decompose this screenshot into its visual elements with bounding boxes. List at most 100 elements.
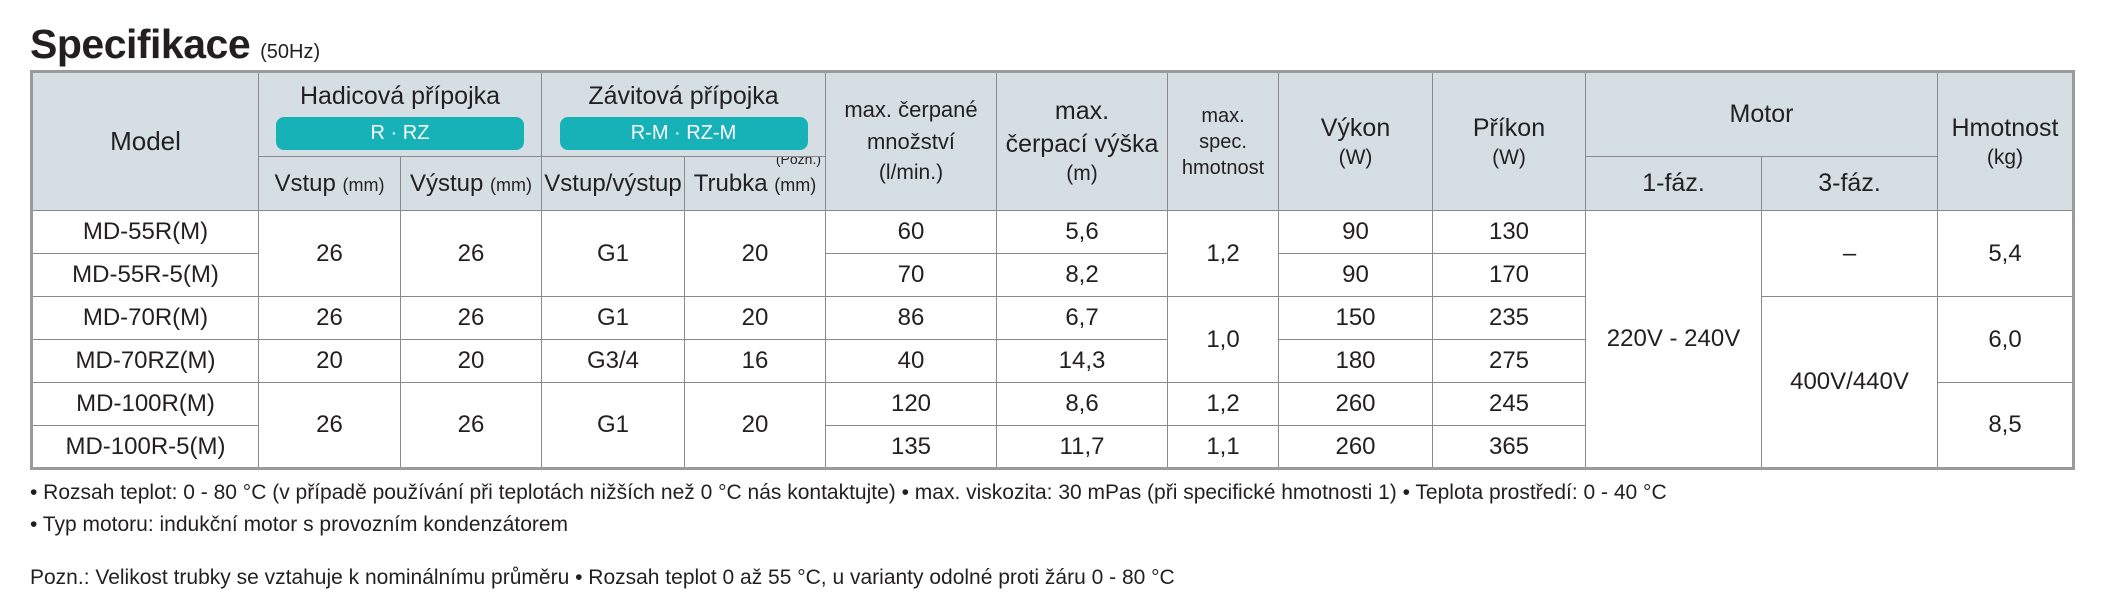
header-weight: Hmotnost (kg) bbox=[1937, 71, 2074, 211]
specific-gravity-cell: 1,1 bbox=[1167, 425, 1279, 469]
flow-cell: 86 bbox=[825, 296, 997, 340]
header-inlet: Vstup (mm) bbox=[258, 156, 401, 211]
outlet-cell: 26 bbox=[400, 210, 542, 297]
header-output-power: Výkon (W) bbox=[1278, 71, 1433, 211]
table-row: MD-55R(M) 26 26 G1 20 60 5,6 1,2 90 130 … bbox=[31, 210, 2074, 469]
outlet-cell: 26 bbox=[400, 296, 542, 340]
inlet-outlet-cell: G1 bbox=[541, 210, 685, 297]
flow-cell: 70 bbox=[825, 253, 997, 297]
header-input-power: Příkon (W) bbox=[1432, 71, 1586, 211]
frequency-subtitle: (50Hz) bbox=[260, 41, 321, 63]
hose-model-badge: R · RZ bbox=[276, 116, 524, 150]
output-power-label: Výkon bbox=[1320, 113, 1391, 142]
output-power-unit: (W) bbox=[1338, 146, 1373, 170]
inlet-cell: 26 bbox=[258, 296, 401, 340]
sg-line1: max. bbox=[1201, 104, 1245, 127]
weight-cell: 5,4 bbox=[1937, 210, 2074, 297]
footnote-motor-type: • Typ motoru: indukční motor s provozním… bbox=[30, 513, 569, 536]
head-cell: 11,7 bbox=[996, 425, 1168, 469]
model-cell: MD-70RZ(M) bbox=[31, 339, 259, 383]
outlet-unit: (mm) bbox=[490, 174, 533, 195]
weight-cell: 8,5 bbox=[1937, 382, 2074, 469]
inlet-outlet-cell: G1 bbox=[541, 382, 685, 469]
inlet-cell: 20 bbox=[258, 339, 401, 383]
header-outlet: Výstup (mm) bbox=[400, 156, 542, 211]
output-power-cell: 90 bbox=[1278, 253, 1433, 297]
pipe-heading: (Pozn.) Trubka (mm) bbox=[686, 158, 825, 197]
output-power-cell: 90 bbox=[1278, 210, 1433, 254]
pipe-cell: 20 bbox=[684, 296, 826, 340]
header-thread-connection: Závitová přípojka R-M · RZ-M bbox=[541, 71, 826, 157]
head-cell: 8,6 bbox=[996, 382, 1168, 426]
output-power-cell: 150 bbox=[1278, 296, 1433, 340]
outlet-cell: 26 bbox=[400, 382, 542, 469]
max-head-unit: (m) bbox=[1066, 162, 1098, 186]
output-power-cell: 180 bbox=[1278, 339, 1433, 383]
header-max-flow: max. čerpané množství (l/min.) bbox=[825, 71, 997, 211]
inlet-outlet-cell: G1 bbox=[541, 296, 685, 340]
input-power-cell: 170 bbox=[1432, 253, 1586, 297]
flow-cell: 40 bbox=[825, 339, 997, 383]
input-power-cell: 275 bbox=[1432, 339, 1586, 383]
header-pipe: (Pozn.) Trubka (mm) bbox=[684, 156, 826, 211]
inlet-label: Vstup bbox=[274, 169, 336, 197]
flow-cell: 135 bbox=[825, 425, 997, 469]
inlet-outlet-cell: G3/4 bbox=[541, 339, 685, 383]
header-single-phase: 1-fáz. bbox=[1585, 156, 1762, 211]
footnote-pipe-note: Pozn.: Velikost trubky se vztahuje k nom… bbox=[30, 566, 1175, 589]
header-max-specific-gravity: max. spec. hmotnost bbox=[1167, 71, 1279, 211]
weight-label: Hmotnost bbox=[1951, 113, 2059, 142]
single-phase-cell: 220V - 240V bbox=[1585, 210, 1762, 469]
thread-connection-label: Závitová přípojka bbox=[588, 82, 779, 111]
table-row: MD-55R-5(M) 70 8,2 90 170 bbox=[31, 253, 2074, 297]
table-row: MD-100R-5(M) 135 11,7 1,1 260 365 bbox=[31, 425, 2074, 469]
header-inlet-outlet: Vstup/výstup bbox=[541, 156, 685, 211]
footnotes: • Rozsah teplot: 0 - 80 °C (v případě po… bbox=[30, 477, 1667, 594]
flow-cell: 120 bbox=[825, 382, 997, 426]
inlet-cell: 26 bbox=[258, 382, 401, 469]
model-cell: MD-100R-5(M) bbox=[31, 425, 259, 469]
footnote-temperature: • Rozsah teplot: 0 - 80 °C (v případě po… bbox=[30, 481, 1667, 504]
output-power-cell: 260 bbox=[1278, 382, 1433, 426]
page-title: Specifikace bbox=[30, 21, 251, 67]
pipe-unit: (mm) bbox=[774, 174, 817, 195]
title-row: Specifikace (50Hz) bbox=[30, 10, 320, 65]
inlet-cell: 26 bbox=[258, 210, 401, 297]
max-head-line2: čerpací výška bbox=[1005, 129, 1159, 158]
input-power-cell: 130 bbox=[1432, 210, 1586, 254]
head-cell: 14,3 bbox=[996, 339, 1168, 383]
model-cell: MD-55R-5(M) bbox=[31, 253, 259, 297]
head-cell: 6,7 bbox=[996, 296, 1168, 340]
pipe-label: Trubka bbox=[693, 169, 768, 197]
head-cell: 8,2 bbox=[996, 253, 1168, 297]
input-power-label: Příkon bbox=[1472, 113, 1546, 142]
head-cell: 5,6 bbox=[996, 210, 1168, 254]
pipe-cell: 16 bbox=[684, 339, 826, 383]
specific-gravity-cell: 1,2 bbox=[1167, 210, 1279, 297]
input-power-cell: 235 bbox=[1432, 296, 1586, 340]
table-row: MD-70R(M) 26 26 G1 20 86 6,7 1,0 150 235… bbox=[31, 296, 2074, 469]
output-power-cell: 260 bbox=[1278, 425, 1433, 469]
specific-gravity-cell: 1,0 bbox=[1167, 296, 1279, 383]
hose-connection-label: Hadicová přípojka bbox=[299, 82, 501, 111]
table-row: MD-70RZ(M) 20 20 G3/4 16 40 14,3 180 275 bbox=[31, 339, 2074, 383]
flow-cell: 60 bbox=[825, 210, 997, 254]
max-flow-unit: (l/min.) bbox=[878, 161, 944, 185]
outlet-cell: 20 bbox=[400, 339, 542, 383]
specification-table: Model Hadicová přípojka R · RZ Závitová … bbox=[30, 70, 2075, 470]
model-cell: MD-55R(M) bbox=[31, 210, 259, 254]
inlet-unit: (mm) bbox=[342, 174, 385, 195]
pipe-note-mark: (Pozn.) bbox=[775, 156, 821, 167]
outlet-label: Výstup bbox=[409, 169, 484, 197]
pipe-cell: 20 bbox=[684, 382, 826, 469]
header-motor: Motor bbox=[1585, 71, 1938, 157]
header-max-head: max. čerpací výška (m) bbox=[996, 71, 1168, 211]
weight-cell: 6,0 bbox=[1937, 296, 2074, 383]
sg-line3: hmotnost bbox=[1181, 156, 1265, 179]
header-three-phase: 3-fáz. bbox=[1761, 156, 1938, 211]
model-cell: MD-100R(M) bbox=[31, 382, 259, 426]
input-power-unit: (W) bbox=[1492, 146, 1526, 170]
three-phase-cell: – bbox=[1761, 210, 1938, 297]
thread-model-badge: R-M · RZ-M bbox=[559, 116, 808, 150]
max-flow-line1: max. čerpané bbox=[844, 97, 978, 123]
